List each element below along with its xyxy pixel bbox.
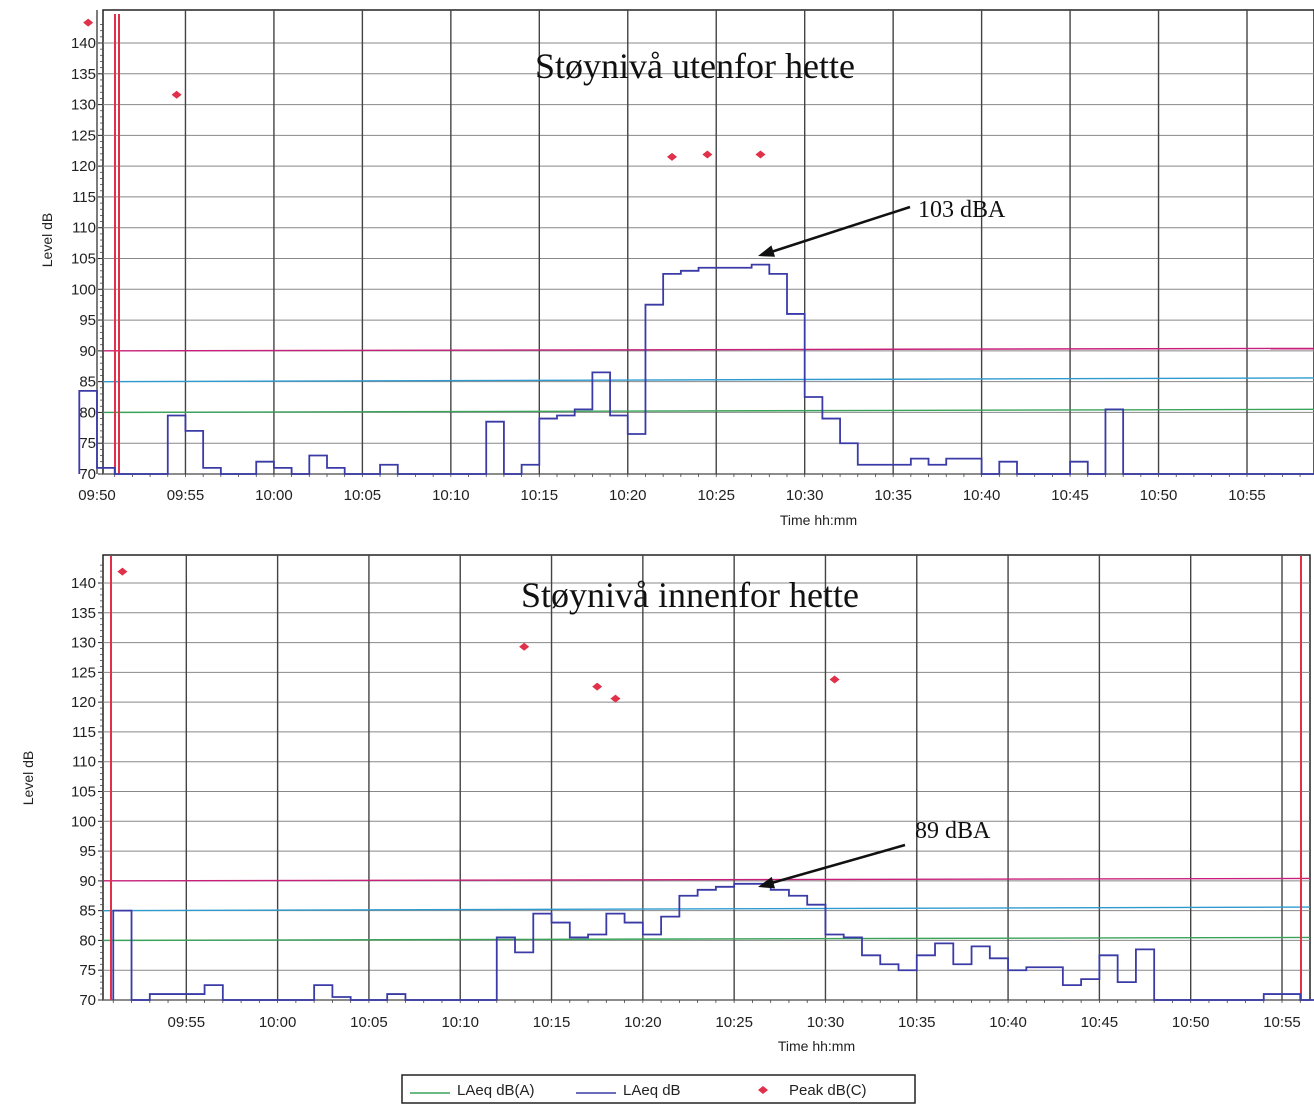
y-tick-label: 90 [79, 343, 96, 360]
x-tick-label: 10:45 [1051, 487, 1089, 504]
reference-line [102, 877, 1311, 882]
legend-label: Peak dB(C) [789, 1082, 867, 1099]
peak-marker [592, 682, 603, 691]
laeq-series-line [78, 263, 1314, 475]
legend-swatch-marker [758, 1086, 768, 1094]
y-tick-label: 115 [72, 724, 96, 741]
x-tick-label: 10:40 [963, 487, 1001, 504]
y-tick-label: 105 [71, 784, 96, 801]
annotation-label: 89 dBA [915, 818, 991, 844]
x-tick-label: 10:50 [1140, 487, 1178, 504]
peak-marker [667, 152, 677, 161]
y-tick-label: 135 [71, 66, 96, 83]
plot-area [102, 554, 1311, 1001]
x-axis-label: Time hh:mm [778, 1038, 855, 1054]
y-tick-label: 90 [79, 873, 96, 890]
x-tick-label: 10:10 [441, 1014, 479, 1031]
legend-label: LAeq dB [623, 1082, 681, 1099]
y-tick-label: 85 [79, 374, 96, 391]
y-tick-label: 140 [71, 35, 96, 52]
y-tick-label: 105 [71, 251, 96, 268]
y-tick-label: 135 [71, 605, 96, 622]
annotation-arrow-shaft [767, 205, 911, 255]
y-tick-label: 130 [71, 97, 96, 114]
y-tick-label: 75 [79, 435, 96, 452]
x-tick-label: 10:15 [521, 487, 559, 504]
x-tick-label: 09:55 [168, 1014, 206, 1031]
chart-title: Støynivå innenfor hette [521, 575, 859, 615]
legend-box [401, 1074, 916, 1104]
reference-line [102, 347, 1314, 352]
x-tick-label: 10:25 [715, 1014, 753, 1031]
y-tick-label: 70 [79, 992, 96, 1009]
peak-marker [610, 694, 621, 703]
annotation-arrow-shaft [767, 843, 906, 886]
x-axis-label: Time hh:mm [780, 512, 857, 528]
annotation-arrow-head [758, 876, 776, 889]
annotation-label: 103 dBA [918, 197, 1006, 223]
y-tick-label: 80 [79, 932, 96, 949]
x-tick-label: 10:40 [989, 1014, 1027, 1031]
y-tick-label: 125 [71, 127, 96, 144]
peak-marker [829, 675, 840, 684]
x-tick-label: 10:15 [533, 1014, 571, 1031]
x-tick-label: 10:00 [255, 487, 293, 504]
reference-line [102, 936, 1311, 942]
x-tick-label: 10:05 [344, 487, 382, 504]
y-axis-label: Level dB [20, 751, 36, 805]
y-tick-label: 120 [71, 158, 96, 175]
peak-marker [519, 642, 530, 651]
y-tick-label: 130 [71, 635, 96, 652]
x-tick-label: 10:45 [1081, 1014, 1119, 1031]
reference-line [102, 377, 1314, 383]
chart-outside-hood: 70 75 80 85 90 95 100 105 110 115 120 125 130 135 140 0… [39, 9, 1314, 528]
peak-marker [171, 90, 182, 99]
y-tick-label: 125 [71, 664, 96, 681]
x-tick-label: 10:55 [1263, 1014, 1301, 1031]
x-tick-label: 10:25 [697, 487, 735, 504]
x-tick-label: 10:35 [898, 1014, 936, 1031]
y-tick-label: 140 [71, 575, 96, 592]
x-tick-label: 10:20 [609, 487, 647, 504]
y-tick-label: 100 [71, 281, 96, 298]
y-tick-label: 80 [79, 404, 96, 421]
y-tick-label: 95 [79, 312, 96, 329]
plot-area [102, 9, 1314, 475]
x-tick-label: 09:55 [167, 487, 205, 504]
x-tick-label: 10:00 [259, 1014, 297, 1031]
y-tick-label: 120 [71, 694, 96, 711]
x-tick-label: 09:50 [78, 487, 116, 504]
chart-inside-hood: 70 75 80 85 90 95 100 105 110 115 120 125 130 135 140 0… [20, 554, 1314, 1054]
y-tick-label: 70 [79, 466, 96, 483]
peak-marker [755, 150, 766, 159]
annotation-arrow-head [758, 245, 776, 257]
legend-label: LAeq dB(A) [457, 1082, 535, 1099]
x-tick-label: 10:10 [432, 487, 470, 504]
x-tick-label: 10:20 [624, 1014, 662, 1031]
reference-line [102, 906, 1311, 912]
y-tick-label: 115 [72, 189, 96, 206]
y-tick-label: 110 [72, 754, 96, 771]
x-tick-label: 10:30 [807, 1014, 845, 1031]
y-tick-label: 75 [79, 962, 96, 979]
x-tick-label: 10:30 [786, 487, 824, 504]
x-tick-label: 10:50 [1172, 1014, 1210, 1031]
peak-marker [117, 567, 128, 576]
y-tick-label: 95 [79, 843, 96, 860]
y-tick-label: 100 [71, 813, 96, 830]
peak-marker [702, 150, 713, 159]
x-tick-label: 10:05 [350, 1014, 388, 1031]
x-tick-label: 10:55 [1228, 487, 1266, 504]
laeq-series-line [112, 882, 1314, 1001]
legend: LAeq dB(A) LAeq dB Peak dB(C) [401, 1074, 916, 1104]
y-axis-label: Level dB [39, 213, 55, 267]
x-tick-label: 10:35 [874, 487, 912, 504]
peak-marker [83, 18, 94, 27]
chart-title: Støynivå utenfor hette [535, 46, 855, 86]
y-tick-label: 85 [79, 903, 96, 920]
y-tick-label: 110 [72, 220, 96, 237]
